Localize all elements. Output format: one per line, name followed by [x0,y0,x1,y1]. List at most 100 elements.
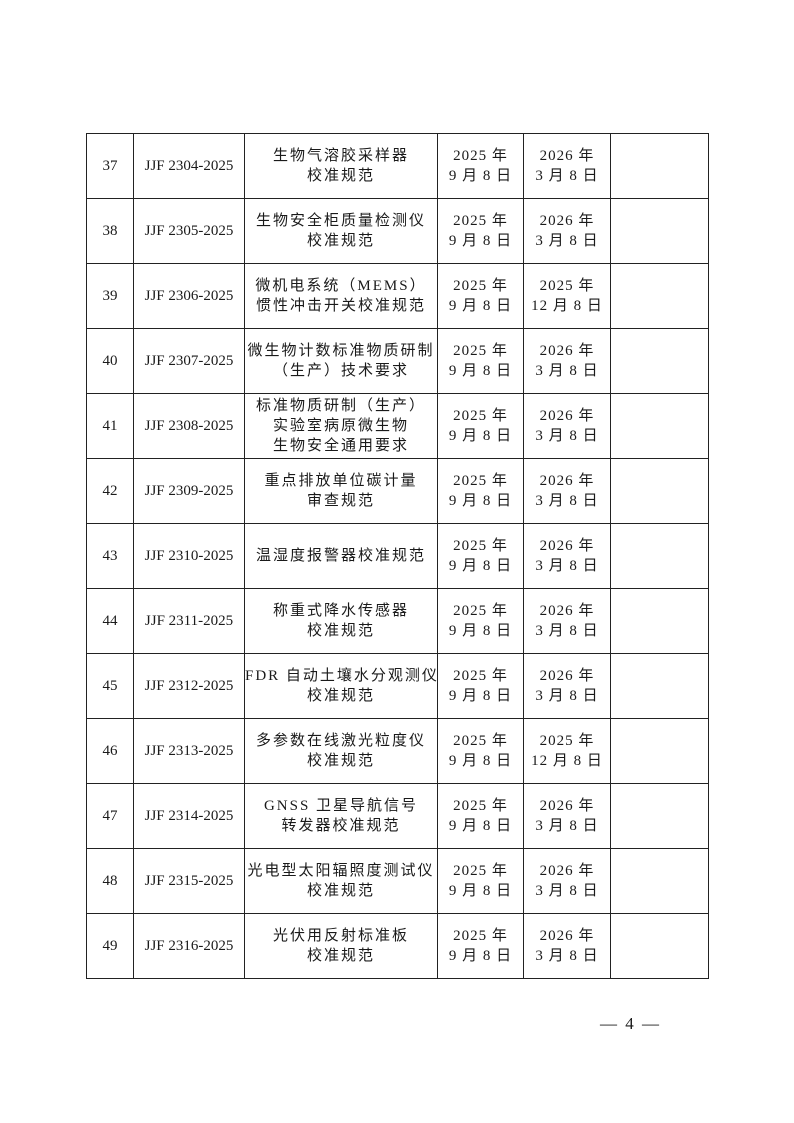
standard-name-cell-line: 温湿度报警器校准规范 [255,548,426,564]
standard-name-cell-line: FDR 自动土壤水分观测仪 [245,668,439,684]
standard-name-cell-line: 生物安全通用要求 [272,438,409,454]
issue-date-cell-line: 2025 年 [453,668,508,684]
note-cell [610,393,709,459]
effective-date-cell-line: 2026 年 [539,148,595,164]
row-number-cell: 43 [86,523,134,589]
table-row: 45 JJF 2312-2025 FDR 自动土壤水分观测仪 校准规范 2025 年 9 … [86,653,709,719]
row-number-cell: 38 [86,198,134,264]
effective-date-cell-line: 3 月 8 日 [535,168,599,184]
issue-date-cell-line: 9 月 8 日 [448,363,513,379]
issue-date-cell-line: 9 月 8 日 [448,753,513,769]
issue-date-cell: 2025 年 9 月 8 日 [437,523,524,589]
effective-date-cell: 2025 年 12 月 8 日 [523,263,611,329]
issue-date-cell-line: 9 月 8 日 [448,948,513,964]
note-cell [610,848,709,914]
issue-date-cell-line: 2025 年 [453,408,508,424]
issue-date-cell-line: 9 月 8 日 [448,233,513,249]
standard-name-cell: FDR 自动土壤水分观测仪 校准规范 [244,653,439,719]
issue-date-cell-line: 9 月 8 日 [448,558,513,574]
issue-date-cell: 2025 年 9 月 8 日 [437,848,524,914]
standard-code-cell: JJF 2309-2025 [133,458,245,524]
standard-code-cell: JJF 2304-2025 [133,133,245,199]
effective-date-cell-line: 12 月 8 日 [531,298,603,314]
standard-name-cell: 温湿度报警器校准规范 [244,523,438,589]
row-number-cell: 49 [86,913,134,979]
standard-name-cell-line: 校准规范 [306,623,375,639]
effective-date-cell-line: 3 月 8 日 [535,948,599,964]
effective-date-cell-line: 3 月 8 日 [535,233,599,249]
effective-date-cell: 2026 年 3 月 8 日 [523,523,611,589]
note-cell [610,913,709,979]
note-cell [610,263,709,329]
note-cell [610,718,709,784]
effective-date-cell-line: 3 月 8 日 [535,623,599,639]
issue-date-cell: 2025 年 9 月 8 日 [437,588,524,654]
issue-date-cell-line: 9 月 8 日 [448,428,513,444]
issue-date-cell: 2025 年 9 月 8 日 [437,133,524,199]
standard-name-cell-line: 校准规范 [306,688,375,704]
issue-date-cell-line: 9 月 8 日 [448,493,513,509]
standard-name-cell: 多参数在线激光粒度仪 校准规范 [244,718,438,784]
issue-date-cell-line: 9 月 8 日 [448,883,513,899]
effective-date-cell: 2026 年 3 月 8 日 [523,588,611,654]
issue-date-cell: 2025 年 9 月 8 日 [437,718,524,784]
issue-date-cell-line: 9 月 8 日 [448,688,513,704]
issue-date-cell-line: 9 月 8 日 [448,818,513,834]
issue-date-cell-line: 2025 年 [453,798,508,814]
row-number-cell: 45 [86,653,134,719]
standard-name-cell-line: 惯性冲击开关校准规范 [255,298,426,314]
note-cell [610,653,709,719]
effective-date-cell-line: 2026 年 [539,408,595,424]
issue-date-cell: 2025 年 9 月 8 日 [437,263,524,329]
effective-date-cell: 2026 年 3 月 8 日 [523,653,611,719]
row-number-cell: 46 [86,718,134,784]
standard-name-cell: 重点排放单位碳计量 审查规范 [244,458,438,524]
effective-date-cell: 2026 年 3 月 8 日 [523,328,611,394]
standard-name-cell-line: 光伏用反射标准板 [272,928,409,944]
standard-name-cell-line: 光电型太阳辐照度测试仪 [247,863,435,879]
standard-code-cell: JJF 2311-2025 [133,588,245,654]
standard-name-cell: 光伏用反射标准板 校准规范 [244,913,438,979]
effective-date-cell-line: 3 月 8 日 [535,688,599,704]
note-cell [610,523,709,589]
issue-date-cell-line: 2025 年 [453,603,508,619]
standard-code-cell: JJF 2308-2025 [133,393,245,459]
standard-name-cell-line: 转发器校准规范 [281,818,401,834]
effective-date-cell: 2026 年 3 月 8 日 [523,198,611,264]
standard-name-cell-line: 微生物计数标准物质研制 [247,343,435,359]
effective-date-cell: 2026 年 3 月 8 日 [523,458,611,524]
standard-name-cell-line: 校准规范 [306,233,375,249]
effective-date-cell-line: 3 月 8 日 [535,363,599,379]
effective-date-cell-line: 2025 年 [539,733,595,749]
standard-name-cell-line: 生物安全柜质量检测仪 [255,213,426,229]
table-row: 40 JJF 2307-2025 微生物计数标准物质研制 （生产）技术要求 2025 年… [86,328,709,394]
standard-name-cell: 称重式降水传感器 校准规范 [244,588,438,654]
effective-date-cell-line: 2026 年 [539,343,595,359]
row-number-cell: 39 [86,263,134,329]
row-number-cell: 48 [86,848,134,914]
effective-date-cell-line: 3 月 8 日 [535,818,599,834]
issue-date-cell: 2025 年 9 月 8 日 [437,328,524,394]
standard-name-cell-line: 校准规范 [306,753,375,769]
effective-date-cell-line: 2026 年 [539,798,595,814]
standard-name-cell-line: 微机电系统（MEMS） [255,278,427,294]
standard-name-cell-line: 实验室病原微生物 [272,418,409,434]
issue-date-cell-line: 2025 年 [453,343,508,359]
standard-code-cell: JJF 2306-2025 [133,263,245,329]
effective-date-cell-line: 2026 年 [539,928,595,944]
standard-name-cell-line: GNSS 卫星导航信号 [263,798,419,814]
standard-name-cell-line: 重点排放单位碳计量 [264,473,418,489]
table-row: 39 JJF 2306-2025 微机电系统（MEMS） 惯性冲击开关校准规范 2025… [86,263,709,329]
standard-name-cell: 光电型太阳辐照度测试仪 校准规范 [244,848,438,914]
page-number: — 4 — [600,1014,661,1033]
standard-name-cell: GNSS 卫星导航信号 转发器校准规范 [244,783,438,849]
row-number-cell: 40 [86,328,134,394]
effective-date-cell-line: 2026 年 [539,473,595,489]
